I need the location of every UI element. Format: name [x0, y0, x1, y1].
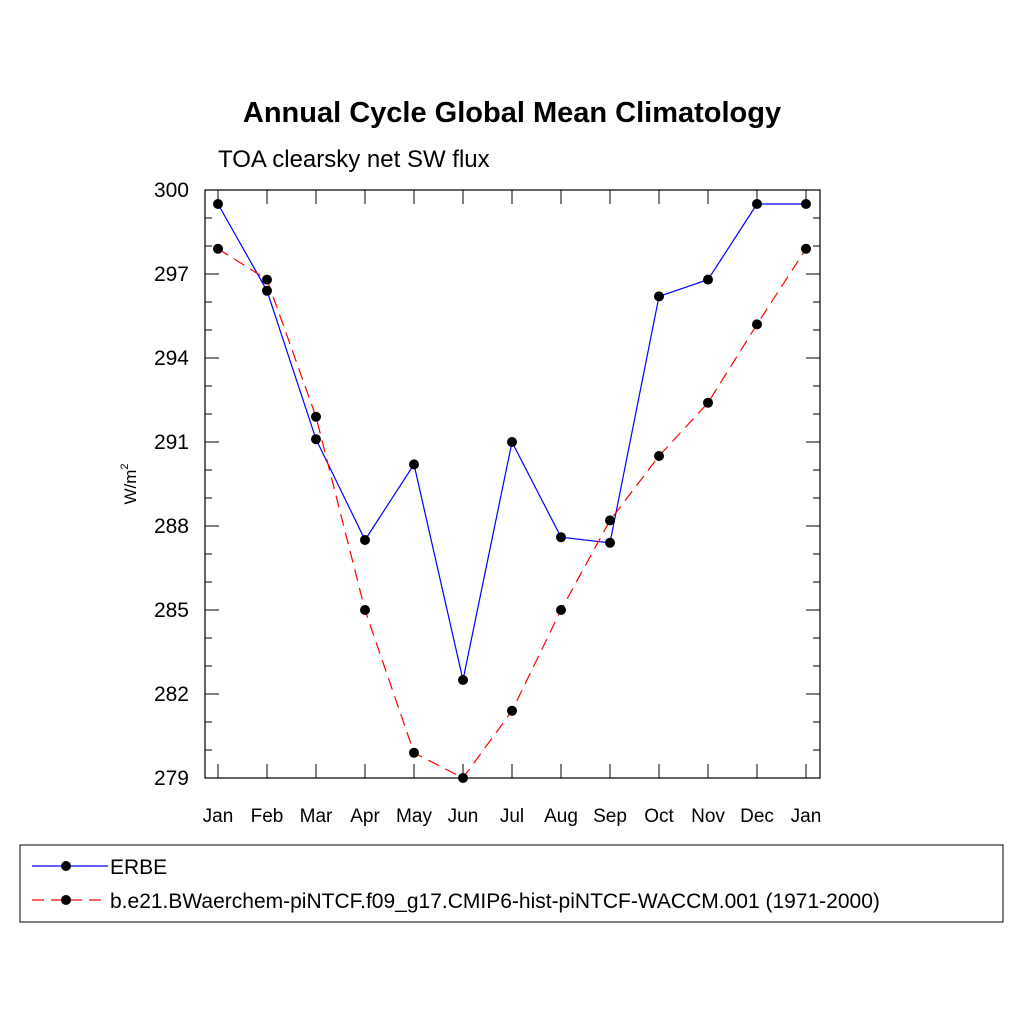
series-0-point: [605, 537, 615, 548]
x-tick-label: Jul: [500, 806, 524, 827]
series-points: [213, 199, 811, 783]
legend-box: [19, 844, 1004, 923]
x-tick-label: Jan: [203, 806, 234, 827]
plot-frame: [204, 189, 821, 779]
y-axis-label-text: W/m: [121, 470, 140, 505]
legend-label-1: b.e21.BWaerchem-piNTCF.f09_g17.CMIP6-his…: [110, 890, 880, 913]
x-tick-label: May: [396, 806, 432, 827]
series-1-point: [556, 605, 566, 615]
series-1-point: [654, 451, 664, 461]
y-tick-label: 279: [154, 767, 189, 790]
x-tick-labels: Jan Feb Mar Apr May Jun Jul Aug Sep Oct Nov Dec Jan: [203, 806, 822, 827]
series-1-point: [703, 397, 713, 408]
series-0-point: [213, 199, 223, 209]
y-axis-label: W/m2: [119, 463, 140, 504]
legend-marker-0: [61, 861, 71, 871]
series-1-point: [801, 243, 811, 254]
series-0-point: [262, 285, 272, 296]
series-0-point: [507, 437, 517, 447]
legend-entries: ERBE b.e21.BWaerchem-piNTCF.f09_g17.CMIP6…: [32, 856, 880, 913]
series-0-point: [654, 291, 664, 302]
y-tick-labels: 279 282 285 288 291 294 297 300: [154, 179, 189, 790]
series-0-point: [801, 199, 811, 209]
series-1-point: [752, 319, 762, 330]
x-tick-label: Feb: [251, 806, 284, 827]
series-0-point: [311, 434, 321, 445]
x-tick-label: Dec: [740, 806, 774, 827]
x-tick-label: Jun: [448, 806, 479, 827]
series-1-point: [311, 411, 321, 422]
chart-title: Annual Cycle Global Mean Climatology: [243, 97, 781, 129]
legend: ERBE b.e21.BWaerchem-piNTCF.f09_g17.CMIP6…: [19, 844, 1004, 923]
x-tick-label: Sep: [593, 806, 627, 827]
series-1-point: [605, 515, 615, 526]
y-tick-label: 285: [154, 599, 189, 622]
series-0-point: [360, 535, 370, 545]
x-tick-label: Oct: [644, 806, 674, 827]
y-tick-label: 282: [154, 683, 189, 706]
y-axis-label-sup: 2: [119, 463, 131, 469]
x-tick-label: Apr: [350, 806, 380, 827]
series-0-point: [556, 532, 566, 543]
series-1-point: [409, 747, 419, 758]
series-lines: [217, 203, 807, 779]
x-tick-label: Mar: [300, 806, 333, 827]
series-1-point: [360, 605, 370, 615]
x-tick-label: Jan: [791, 806, 822, 827]
y-tick-label: 291: [154, 431, 189, 454]
x-tick-label: Nov: [691, 806, 725, 827]
chart-subtitle: TOA clearsky net SW flux: [218, 146, 490, 173]
series-0-point: [752, 199, 762, 209]
y-tick-label: 294: [154, 347, 189, 370]
series-0-point: [458, 675, 468, 685]
axis-ticks: [205, 189, 820, 779]
legend-marker-1: [61, 895, 71, 905]
series-0-point: [703, 274, 713, 285]
series-1-point: [213, 243, 223, 254]
series-1-point: [507, 705, 517, 716]
series-line-1: [217, 248, 807, 779]
y-tick-label: 288: [154, 515, 189, 538]
legend-label-0: ERBE: [110, 856, 167, 879]
y-tick-label: 300: [154, 179, 189, 202]
series-0-point: [409, 459, 419, 470]
y-tick-label: 297: [154, 263, 189, 286]
x-tick-label: Aug: [544, 806, 578, 827]
series-1-point: [262, 274, 272, 285]
